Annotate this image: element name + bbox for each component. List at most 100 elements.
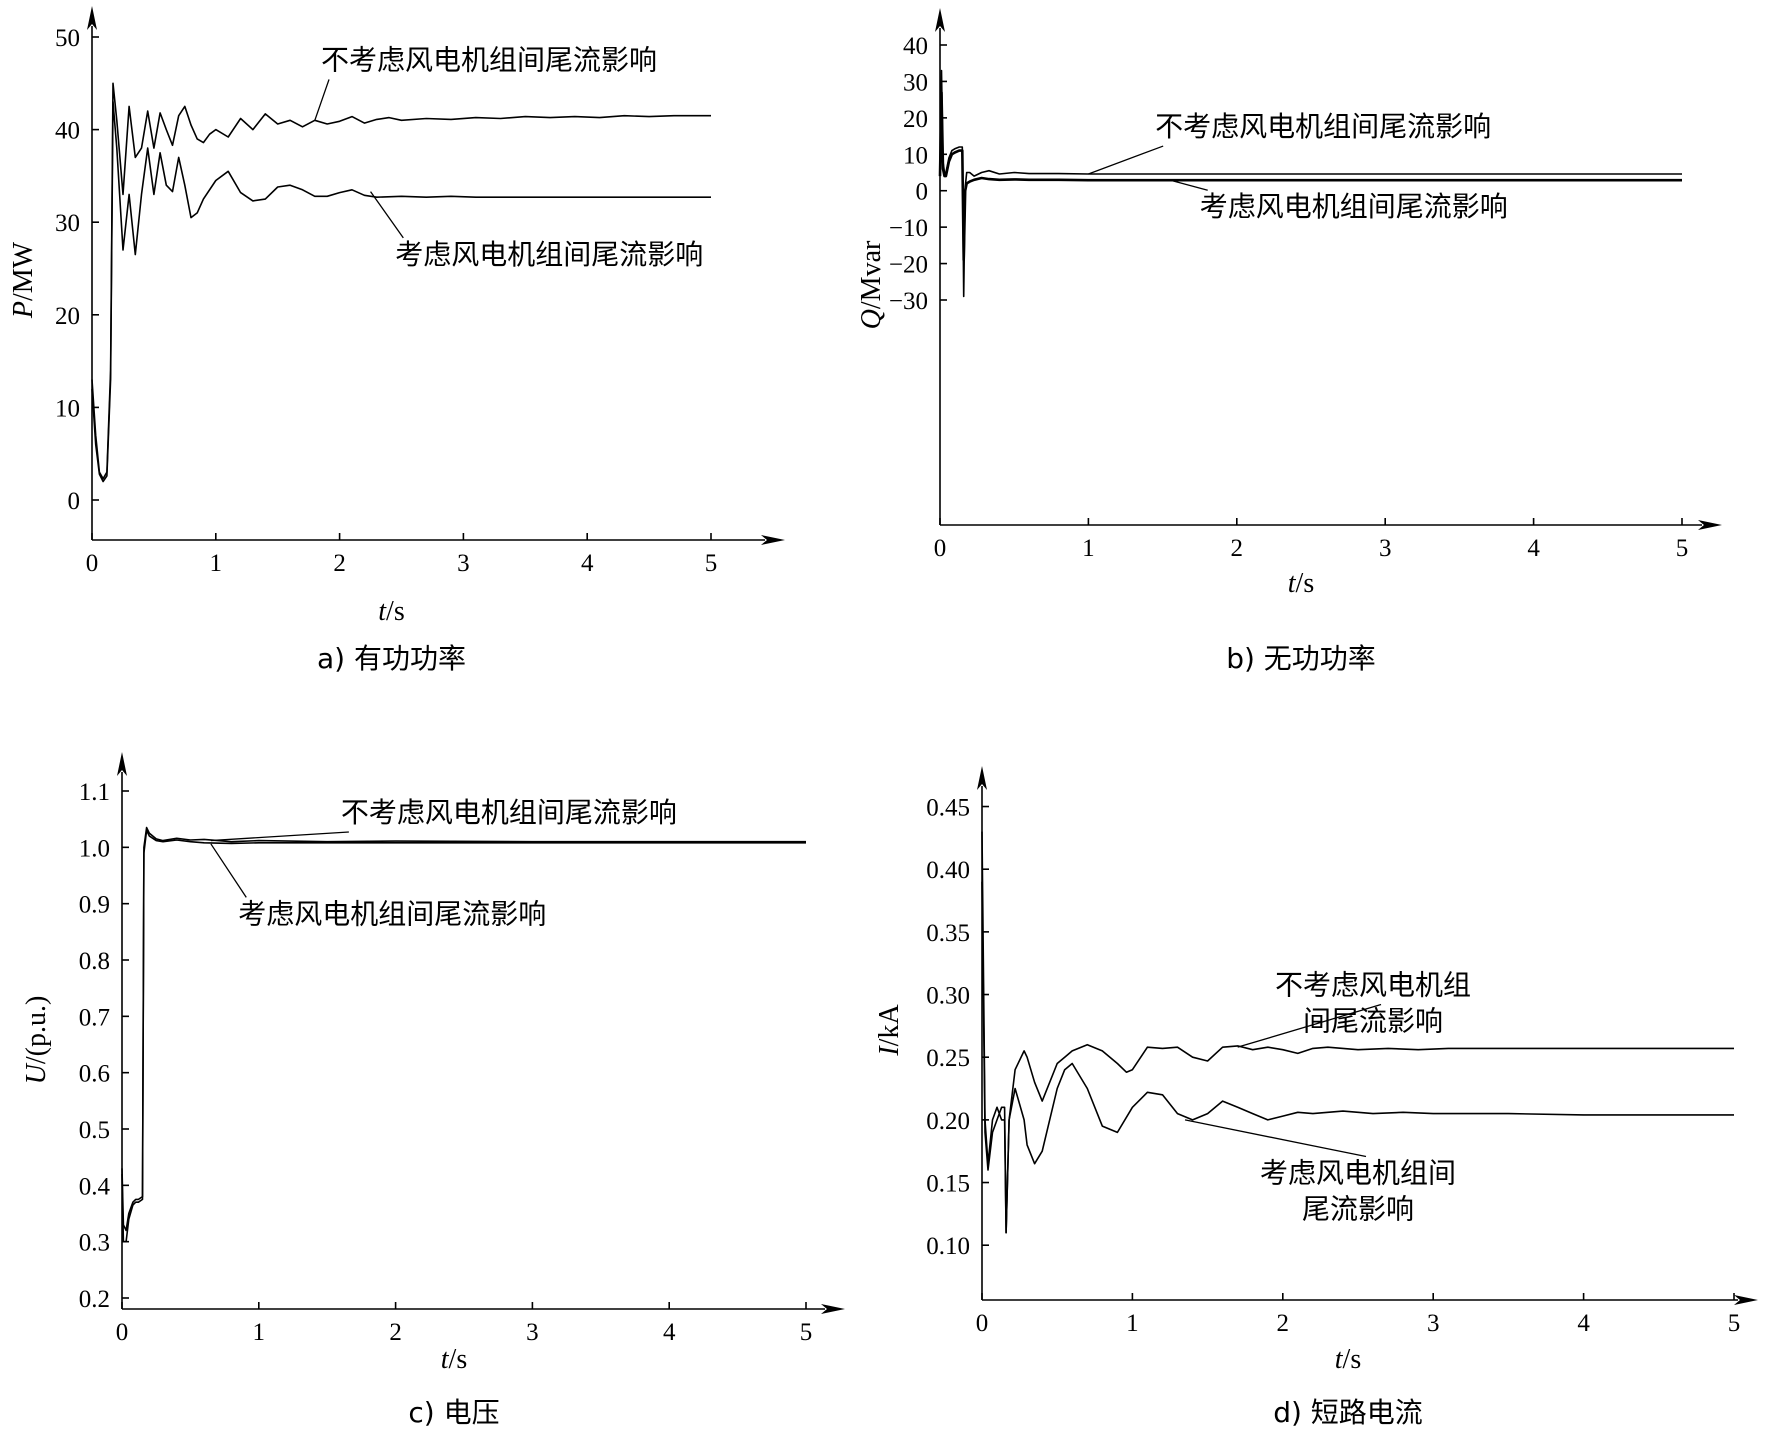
y-tick-label: 50	[55, 25, 80, 52]
x-tick-label: 1	[253, 1319, 266, 1346]
y-tick-label: 40	[903, 33, 928, 60]
y-tick-label: 1.0	[79, 835, 110, 862]
annotation-leader-line	[1184, 1119, 1367, 1158]
x-tick-label: 2	[1277, 1310, 1290, 1337]
annotation-label: 间尾流影响	[1303, 1005, 1443, 1038]
annotation-leader-line	[314, 79, 330, 121]
x-axis-label: t/s	[441, 1344, 467, 1375]
y-axis-arrow	[935, 8, 945, 32]
x-axis-unit: /s	[449, 1344, 468, 1375]
x-tick-label: 2	[389, 1319, 402, 1346]
y-axis-arrow	[87, 6, 97, 30]
y-tick-label: 0.10	[926, 1233, 970, 1260]
y-tick-label: 0.6	[79, 1061, 110, 1088]
x-tick-label: 3	[457, 550, 470, 577]
y-tick-label: 0.4	[79, 1173, 111, 1200]
x-axis-variable: t	[441, 1344, 450, 1375]
series-line-without-wake	[939, 69, 1682, 298]
y-tick-label: 30	[903, 69, 928, 96]
y-tick-label: 30	[55, 210, 80, 237]
annotation-leader-line	[210, 843, 247, 898]
x-tick-label: 2	[1231, 535, 1244, 562]
y-axis-label: U/(p.u.)	[21, 996, 52, 1085]
y-tick-label: 20	[903, 106, 928, 133]
y-tick-label: 0.5	[79, 1117, 110, 1144]
panel-caption: c) 电压	[408, 1396, 499, 1429]
annotation-label: 不考虑风电机组	[1275, 969, 1471, 1002]
y-axis-label: Q/Mvar	[856, 240, 887, 329]
y-axis-variable: I	[874, 1045, 905, 1057]
x-axis-unit: /s	[1343, 1344, 1362, 1375]
y-axis-unit: /kA	[874, 1004, 905, 1047]
annotation-label: 考虑风电机组间尾流影响	[1200, 190, 1508, 223]
annotation-leader-line	[210, 831, 349, 842]
x-tick-label: 5	[800, 1319, 813, 1346]
annotation-leader-line	[1088, 145, 1164, 175]
x-tick-label: 0	[116, 1319, 129, 1346]
annotation-leader-line	[370, 191, 404, 239]
panel-short-circuit-current: 0 1 2 3 4 50.100.150.200.250.300.350.400.45t/…	[874, 766, 1758, 1429]
annotation-label: 考虑风电机组间	[1260, 1157, 1456, 1190]
x-axis-arrow	[1698, 520, 1722, 530]
x-tick-label: 3	[1427, 1310, 1440, 1337]
x-tick-label: 4	[663, 1319, 676, 1346]
panel-caption: a) 有功功率	[317, 642, 466, 675]
y-tick-label: 40	[55, 118, 80, 145]
y-tick-label: 0.20	[926, 1108, 970, 1135]
y-axis-arrow	[977, 766, 987, 790]
x-tick-label: 4	[1577, 1310, 1590, 1337]
x-axis-label: t/s	[1335, 1344, 1361, 1375]
x-tick-label: 5	[705, 550, 718, 577]
y-tick-label: 0.25	[926, 1045, 970, 1072]
y-tick-label: −30	[889, 288, 928, 315]
y-tick-label: 0.45	[926, 795, 970, 822]
x-axis-variable: t	[378, 596, 387, 627]
x-axis-variable: t	[1288, 568, 1297, 599]
x-axis-arrow	[761, 535, 785, 545]
x-tick-label: 3	[526, 1319, 539, 1346]
x-tick-label: 5	[1728, 1310, 1741, 1337]
y-axis-unit: /Mvar	[856, 240, 887, 309]
panel-reactive-power: 0 1 2 3 4 5 −30 −20 −10 0 10 20 30 40 t/s Q/Mvar 不考虑风电机组…	[856, 8, 1722, 675]
y-tick-label: 10	[55, 395, 80, 422]
y-tick-label: 0.35	[926, 920, 970, 947]
x-axis-unit: /s	[1296, 568, 1315, 599]
y-axis-variable: Q	[856, 309, 887, 329]
annotation-label: 不考虑风电机组间尾流影响	[1155, 110, 1491, 143]
annotation-label: 不考虑风电机组间尾流影响	[321, 43, 657, 76]
annotation-leader-line	[1169, 179, 1208, 191]
y-tick-label: 0.40	[926, 857, 970, 884]
series-line-with-wake	[121, 829, 806, 1243]
x-tick-label: 1	[210, 550, 223, 577]
x-tick-label: 5	[1676, 535, 1689, 562]
y-axis-unit: /(p.u.)	[21, 996, 52, 1064]
x-tick-label: 0	[976, 1310, 989, 1337]
x-axis-label: t/s	[378, 596, 404, 627]
series-line-with-wake	[981, 881, 1734, 1234]
x-tick-label: 0	[86, 550, 99, 577]
panel-caption: b) 无功功率	[1226, 642, 1376, 675]
annotation-label: 考虑风电机组间尾流影响	[395, 238, 703, 271]
y-tick-label: 1.1	[79, 779, 110, 806]
annotation-label: 尾流影响	[1302, 1193, 1414, 1226]
y-axis-arrow	[117, 752, 127, 776]
y-axis-label: I/kA	[874, 1004, 905, 1057]
y-tick-label: −10	[889, 215, 928, 242]
panel-active-power: 0 1 2 3 4 501020304050t/sP/MW不考虑风电机组间尾流影响考虑风电…	[8, 6, 785, 675]
axes: 0 1 2 3 4 5 −30 −20 −10 0 10 20 30 40	[889, 8, 1722, 562]
x-tick-label: 4	[581, 550, 594, 577]
y-tick-label: 0.15	[926, 1171, 970, 1198]
y-tick-label: 10	[903, 142, 928, 169]
panel-caption: d) 短路电流	[1273, 1396, 1423, 1429]
series-line-with-wake	[91, 101, 711, 483]
x-axis-arrow	[821, 1304, 845, 1314]
x-tick-label: 3	[1379, 535, 1392, 562]
series-line-without-wake	[121, 826, 806, 1232]
x-tick-label: 4	[1527, 535, 1540, 562]
annotation-label: 不考虑风电机组间尾流影响	[341, 796, 677, 829]
axes: 0 1 2 3 4 5 0.2 0.3 0.4 0.5 0.6 0.7 0.8 0.9 1.0 1.1	[79, 752, 845, 1346]
y-tick-label: 0.30	[926, 983, 970, 1010]
series-line-with-wake	[938, 91, 1682, 262]
